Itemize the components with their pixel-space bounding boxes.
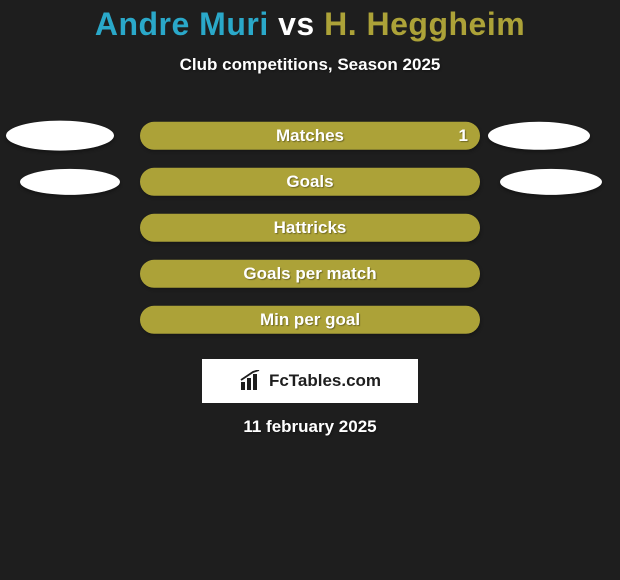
comparison-card: Andre Muri vs H. Heggheim Club competiti… (0, 0, 620, 580)
stat-label: Goals (140, 172, 480, 192)
subtitle: Club competitions, Season 2025 (0, 55, 620, 75)
stat-bar: Hattricks (140, 214, 480, 242)
stat-bar: Min per goal (140, 306, 480, 334)
stat-row: Goals per match (0, 253, 620, 299)
stat-bar: Goals (140, 168, 480, 196)
stat-label: Min per goal (140, 310, 480, 330)
stat-value-right: 1 (459, 126, 468, 146)
stat-row: Matches1 (0, 115, 620, 161)
title-vs: vs (278, 6, 315, 42)
stat-row: Goals (0, 161, 620, 207)
left-ellipse (6, 121, 114, 151)
right-ellipse (500, 169, 602, 195)
stat-label: Matches (140, 126, 480, 146)
title-player1: Andre Muri (95, 6, 269, 42)
stat-bar: Goals per match (140, 260, 480, 288)
stat-bar: Matches1 (140, 122, 480, 150)
date: 11 february 2025 (0, 417, 620, 437)
right-ellipse (488, 122, 590, 150)
stats-rows: Matches1 Goals Hattricks Goals per match Min… (0, 115, 620, 345)
stat-label: Hattricks (140, 218, 480, 238)
logo-box: FcTables.com (202, 359, 418, 403)
page-title: Andre Muri vs H. Heggheim (0, 0, 620, 43)
logo-text: FcTables.com (269, 371, 381, 391)
bar-chart-icon (239, 370, 265, 392)
stat-row: Min per goal (0, 299, 620, 345)
left-ellipse (20, 169, 120, 195)
stat-row: Hattricks (0, 207, 620, 253)
title-player2: H. Heggheim (324, 6, 525, 42)
stat-label: Goals per match (140, 264, 480, 284)
